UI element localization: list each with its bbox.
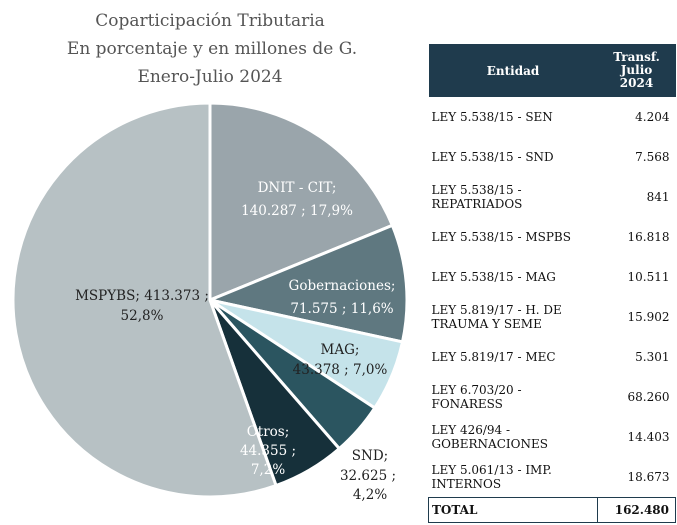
table-cell: LEY 5.538/15 - SND: [431, 150, 554, 164]
table-cell: 16.818: [627, 230, 670, 244]
table-cell: 14.403: [627, 430, 670, 444]
data-label: 44.355 ;: [240, 443, 296, 459]
data-label: SND;: [352, 448, 388, 464]
table-cell: 15.902: [627, 310, 670, 324]
data-label: Otros;: [247, 424, 290, 440]
data-label-part: Otros;: [247, 424, 290, 440]
table-cell: LEY 5.061/13 - IMP. INTERNOS: [431, 463, 552, 491]
table-row: LEY 5.538/15 - SEN 4.204: [429, 97, 676, 137]
table-cell: LEY 5.538/15 - MAG: [431, 270, 556, 284]
data-label: 71.575 ; 11,6%: [290, 301, 393, 317]
table-cell: LEY 5.819/17 - H. DE TRAUMA Y SEME: [431, 303, 562, 331]
table-row: LEY 5.538/15 - MAG 10.511: [429, 257, 676, 297]
table-cell: 841: [646, 190, 670, 204]
data-label: 52,8%: [121, 308, 164, 324]
chart: Coparticipación Tributaria En porcentaje …: [11, 11, 409, 503]
table-cell: 7.568: [635, 150, 670, 164]
chart-title: Coparticipación Tributaria: [95, 11, 325, 31]
table-cell: LEY 5.538/15 - SEN: [431, 110, 553, 124]
table-row: LEY 5.061/13 - IMP. INTERNOS 18.673: [429, 457, 676, 498]
pie-slice: [11, 101, 278, 499]
table-cell: TOTAL: [428, 497, 598, 523]
data-table: Entidad Transf. Julio 2024 LEY 5.538/15 …: [428, 44, 676, 523]
total-row: TOTAL 162.480: [428, 497, 676, 523]
data-label: Gobernaciones;: [289, 278, 396, 294]
data-label-part: 7,2%: [251, 462, 285, 478]
data-label: MSPYBS; 413.373 ;: [75, 288, 209, 304]
data-label: 43.378 ; 7,0%: [293, 362, 388, 378]
pie-slice: [208, 101, 395, 303]
data-label: 140.287 ; 17,9%: [241, 203, 353, 219]
table-row: LEY 5.538/15 - SND 7.568: [429, 137, 676, 177]
table-row: LEY 6.703/20 - FONARESS 68.260: [429, 377, 676, 417]
data-label-part: 52,8%: [121, 308, 164, 324]
table-cell: 5.301: [635, 350, 670, 364]
table-row: LEY 5.819/17 - H. DE TRAUMA Y SEME 15.902: [429, 297, 676, 337]
data-label: 4,2%: [353, 487, 387, 503]
data-label-part: 44.355 ;: [240, 443, 296, 459]
data-label-part: 140.287 ;: [241, 203, 306, 219]
data-label-part: MAG;: [321, 342, 360, 358]
table-cell: 10.511: [627, 270, 670, 284]
data-label-part: MSPYBS;: [75, 288, 140, 304]
table-row: LEY 5.819/17 - MEC 5.301: [429, 337, 676, 377]
table-cell: LEY 6.703/20 - FONARESS: [431, 383, 522, 411]
data-label-part: SND;: [352, 448, 388, 464]
header-row: Entidad Transf. Julio 2024: [428, 44, 676, 97]
pie-slice: [204, 223, 409, 344]
table-cell: LEY 426/94 - GOBERNACIONES: [431, 423, 548, 451]
data-label: MAG;: [321, 342, 360, 358]
chart-title: Enero-Julio 2024: [137, 67, 282, 87]
table-cell: LEY 5.538/15 - MSPBS: [431, 230, 571, 244]
header-cell: Entidad: [428, 44, 598, 97]
data-label: 32.625 ;: [340, 468, 396, 484]
data-label: 7,2%: [251, 462, 285, 478]
data-label-part: 17,9%: [310, 203, 353, 219]
table-body: LEY 5.538/15 - SEN 4.204 LEY 5.538/15 - SN…: [428, 97, 676, 523]
table-cell: 18.673: [627, 470, 670, 484]
data-label-part: 7,0%: [353, 362, 387, 378]
data-label-part: 413.373 ;: [144, 288, 209, 304]
table-cell: 4.204: [635, 110, 670, 124]
table-cell: 162.480: [597, 497, 676, 523]
data-label-part: 11,6%: [351, 301, 394, 317]
table-cell: LEY 5.538/15 - REPATRIADOS: [431, 183, 523, 211]
data-label: DNIT - CIT;: [258, 180, 337, 196]
table-row: LEY 5.538/15 - REPATRIADOS 841: [429, 177, 676, 217]
chart-title: En porcentaje y en millones de G.: [67, 39, 357, 59]
data-label-part: Gobernaciones;: [289, 278, 396, 294]
data-label-part: 32.625 ;: [340, 468, 396, 484]
data-label-part: 4,2%: [353, 487, 387, 503]
data-label-part: 43.378 ;: [293, 362, 349, 378]
table-cell: LEY 5.819/17 - MEC: [431, 350, 556, 364]
table-cell: 68.260: [627, 390, 670, 404]
table-row: LEY 426/94 - GOBERNACIONES 14.403: [429, 417, 676, 457]
header-cell: Transf. Julio 2024: [597, 44, 676, 97]
data-label-part: DNIT - CIT;: [258, 180, 337, 196]
table-row: LEY 5.538/15 - MSPBS 16.818: [429, 217, 676, 257]
data-label-part: 71.575 ;: [290, 301, 346, 317]
